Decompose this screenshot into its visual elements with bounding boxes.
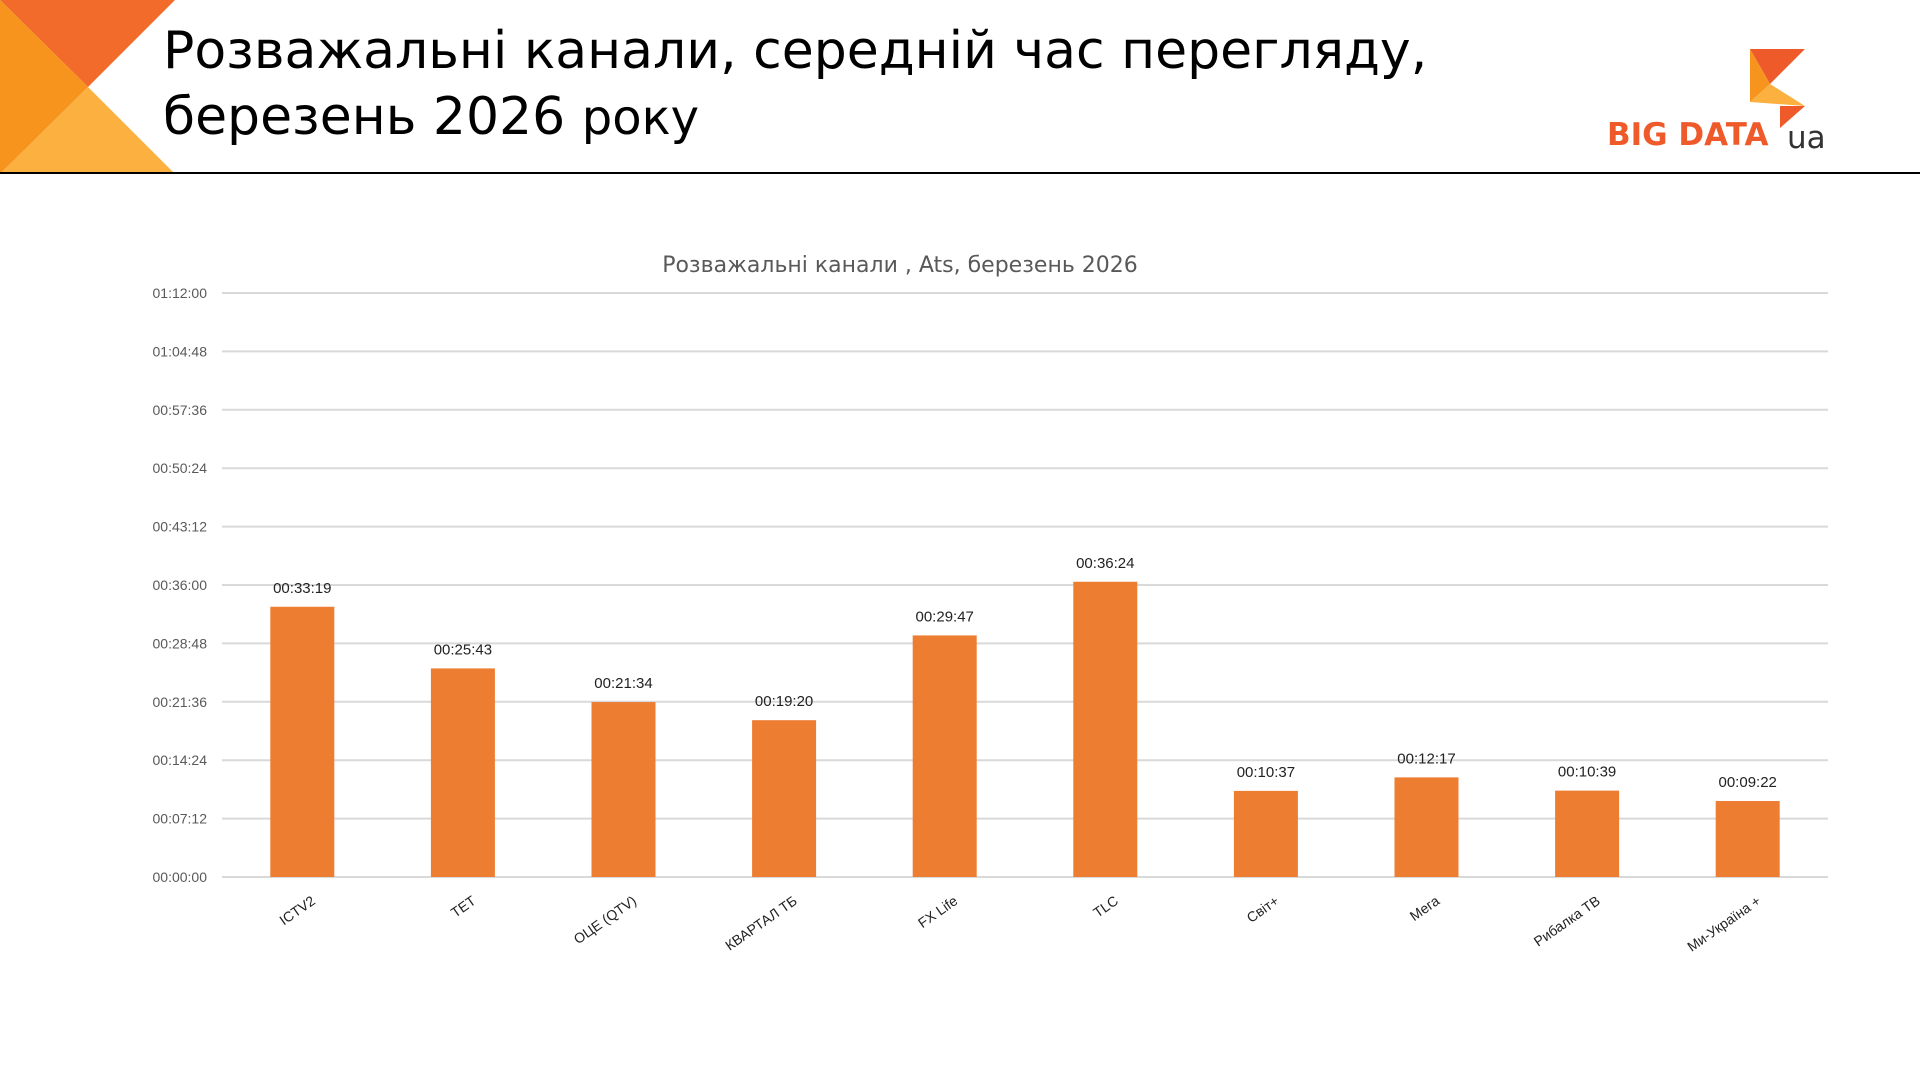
x-category-label: FX Life — [915, 892, 961, 931]
y-tick-label: 01:12:00 — [153, 285, 208, 301]
bar — [1233, 790, 1298, 877]
logo-wordmark: BIG DATA — [1607, 117, 1769, 153]
y-tick-label: 00:43:12 — [153, 519, 208, 535]
slide-title: Розважальні канали, середній час перегля… — [163, 18, 1427, 151]
y-tick-label: 01:04:48 — [153, 343, 208, 359]
data-labels: 00:33:19 00:25:43 00:21:34 00:19:20 00:29:47… — [273, 555, 1777, 791]
x-category-label: ОЦЕ (QTV) — [571, 892, 640, 947]
chart-bars — [270, 581, 1780, 877]
corner-triangle-left — [0, 0, 88, 174]
x-category-label: ICTV2 — [276, 892, 318, 928]
bar — [270, 606, 335, 877]
bar-value-label: 00:10:37 — [1237, 764, 1295, 781]
bar — [591, 702, 656, 877]
bar-value-label: 00:09:22 — [1719, 774, 1777, 791]
bar — [752, 720, 817, 877]
x-category-label: Рибалка ТВ — [1531, 892, 1603, 949]
bar-value-label: 00:12:17 — [1397, 750, 1455, 767]
x-category-label: Світ+ — [1244, 892, 1282, 925]
y-tick-label: 00:14:24 — [153, 752, 208, 768]
logo-mark-icon — [1750, 49, 1805, 128]
y-tick-label: 00:28:48 — [153, 635, 208, 651]
bar — [912, 635, 977, 877]
slide-title-line2-tail: року — [581, 90, 699, 146]
x-category-label: TLC — [1090, 892, 1121, 920]
bar — [1394, 777, 1459, 877]
bar-value-label: 00:33:19 — [273, 580, 331, 597]
x-category-label: Ми-Україна + — [1684, 892, 1763, 954]
y-axis: 00:00:00 00:07:12 00:14:24 00:21:36 00:28:48… — [153, 285, 208, 885]
y-tick-label: 00:57:36 — [153, 402, 208, 418]
bar — [1555, 790, 1620, 877]
y-tick-label: 00:21:36 — [153, 694, 208, 710]
y-tick-label: 00:00:00 — [153, 869, 208, 885]
bar-value-label: 00:19:20 — [755, 693, 813, 710]
corner-triangle-bottom — [0, 87, 175, 174]
header-divider — [0, 172, 1920, 174]
bar-value-label: 00:21:34 — [594, 675, 652, 692]
bar-value-label: 00:25:43 — [434, 641, 492, 658]
bar — [1715, 801, 1780, 877]
y-tick-label: 00:36:00 — [153, 577, 208, 593]
slide-title-line2-main: березень 2026 — [163, 87, 582, 147]
x-category-label: ТЕТ — [448, 892, 479, 921]
bar-value-label: 00:29:47 — [916, 608, 974, 625]
corner-decoration — [0, 0, 175, 174]
slide-title-line2: березень 2026 року — [163, 84, 1427, 151]
bar — [430, 668, 495, 877]
brand-logo: BIG DATA ua — [1600, 44, 1840, 164]
corner-triangle-top — [0, 0, 175, 87]
y-tick-label: 00:50:24 — [153, 460, 208, 476]
slide-title-line1: Розважальні канали, середній час перегля… — [163, 21, 1428, 81]
x-axis: ICTV2 ТЕТ ОЦЕ (QTV) КВАРТАЛ ТБ FX Life TLC Сві… — [276, 892, 1763, 954]
chart-title: Розважальні канали , Ats, березень 2026 — [662, 253, 1138, 278]
x-category-label: Мега — [1407, 892, 1443, 924]
bar-value-label: 00:10:39 — [1558, 764, 1616, 781]
x-category-label: КВАРТАЛ ТБ — [722, 892, 800, 953]
bar-value-label: 00:36:24 — [1076, 555, 1134, 572]
bar — [1073, 581, 1138, 877]
logo-suffix: ua — [1787, 120, 1826, 156]
y-tick-label: 00:07:12 — [153, 811, 208, 827]
